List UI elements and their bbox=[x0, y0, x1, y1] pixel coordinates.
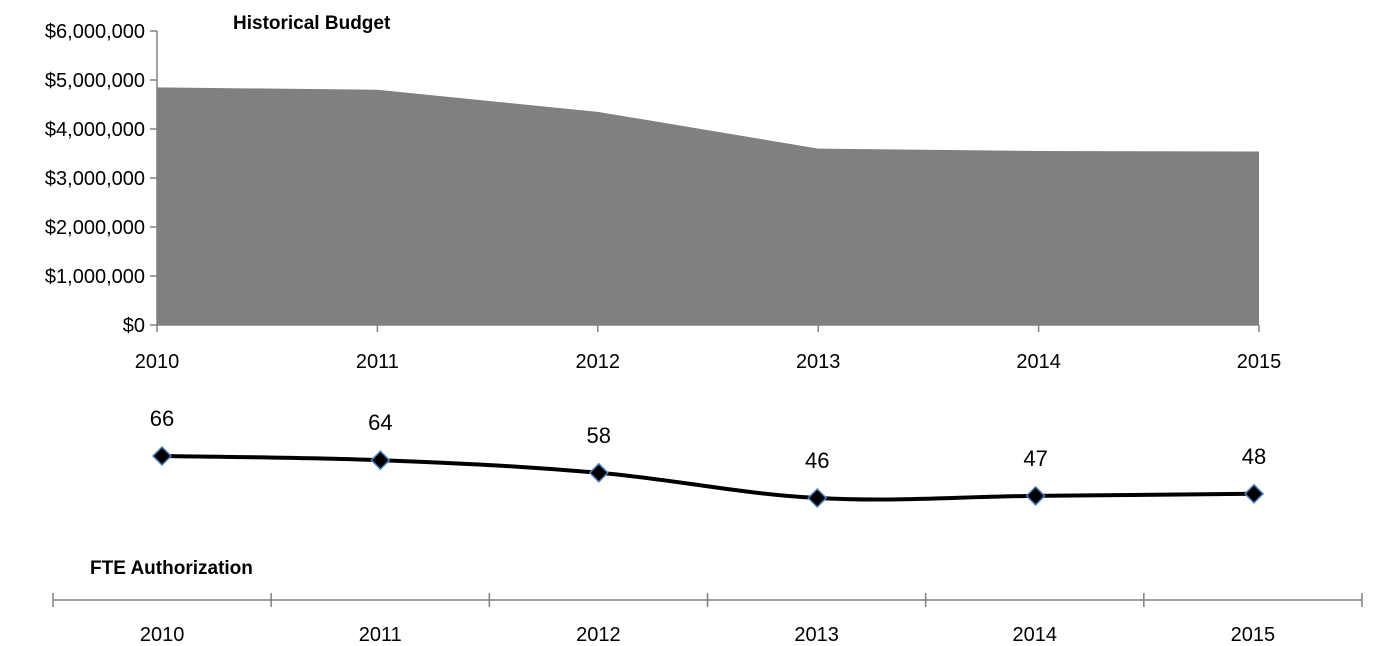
fte-chart-title: FTE Authorization bbox=[90, 558, 253, 579]
budget-y-tick-label: $5,000,000 bbox=[45, 70, 145, 92]
historical-budget-chart: $0 $1,000,000 $2,000,000 $3,000,000 $4,000,0… bbox=[45, 13, 1281, 373]
budget-x-tick-label: 2015 bbox=[1237, 351, 1282, 373]
fte-data-labels: 66 64 58 46 47 48 bbox=[150, 406, 1266, 473]
fte-data-label: 58 bbox=[587, 423, 611, 448]
budget-y-tick-label: $0 bbox=[123, 315, 145, 337]
fte-line-series bbox=[161, 454, 1255, 502]
fte-marker bbox=[1025, 485, 1046, 506]
fte-data-label: 66 bbox=[150, 406, 174, 431]
fte-x-tick-label: 2014 bbox=[1013, 624, 1058, 646]
fte-data-label: 46 bbox=[805, 448, 829, 473]
fte-x-tick-label: 2011 bbox=[359, 624, 402, 646]
fte-marker bbox=[807, 487, 828, 509]
fte-x-tick-label: 2015 bbox=[1231, 624, 1276, 646]
budget-chart-title: Historical Budget bbox=[233, 13, 391, 34]
budget-area-series bbox=[157, 87, 1259, 325]
fte-data-label: 64 bbox=[368, 410, 392, 435]
budget-y-ticks: $0 $1,000,000 $2,000,000 $3,000,000 $4,000,0… bbox=[45, 21, 157, 337]
fte-x-tick-label: 2012 bbox=[576, 624, 621, 646]
fte-x-tick-label: 2010 bbox=[140, 624, 185, 646]
fte-data-label: 47 bbox=[1023, 446, 1047, 471]
fte-marker bbox=[588, 462, 609, 483]
budget-y-tick-label: $4,000,000 bbox=[45, 119, 145, 141]
budget-y-tick-label: $2,000,000 bbox=[45, 217, 145, 239]
budget-x-tick-label: 2012 bbox=[576, 351, 621, 373]
fte-x-tick-label: 2013 bbox=[794, 624, 839, 646]
fte-x-ticks: 2010 2011 2012 2013 2014 2015 bbox=[52, 593, 1363, 646]
budget-x-tick-label: 2010 bbox=[135, 351, 180, 373]
fte-data-label: 48 bbox=[1242, 444, 1266, 469]
budget-x-ticks: 2010 2011 2012 2013 2014 2015 bbox=[135, 325, 1282, 373]
budget-y-tick-label: $1,000,000 bbox=[45, 266, 145, 288]
budget-x-tick-label: 2014 bbox=[1016, 351, 1061, 373]
fte-markers bbox=[151, 445, 1265, 509]
fte-marker bbox=[1243, 483, 1265, 504]
budget-y-tick-label: $3,000,000 bbox=[45, 168, 145, 190]
fte-marker bbox=[370, 450, 391, 471]
budget-y-tick-label: $6,000,000 bbox=[45, 21, 145, 43]
budget-x-tick-label: 2011 bbox=[356, 351, 399, 373]
fte-marker bbox=[151, 445, 173, 467]
budget-x-tick-label: 2013 bbox=[796, 351, 841, 373]
